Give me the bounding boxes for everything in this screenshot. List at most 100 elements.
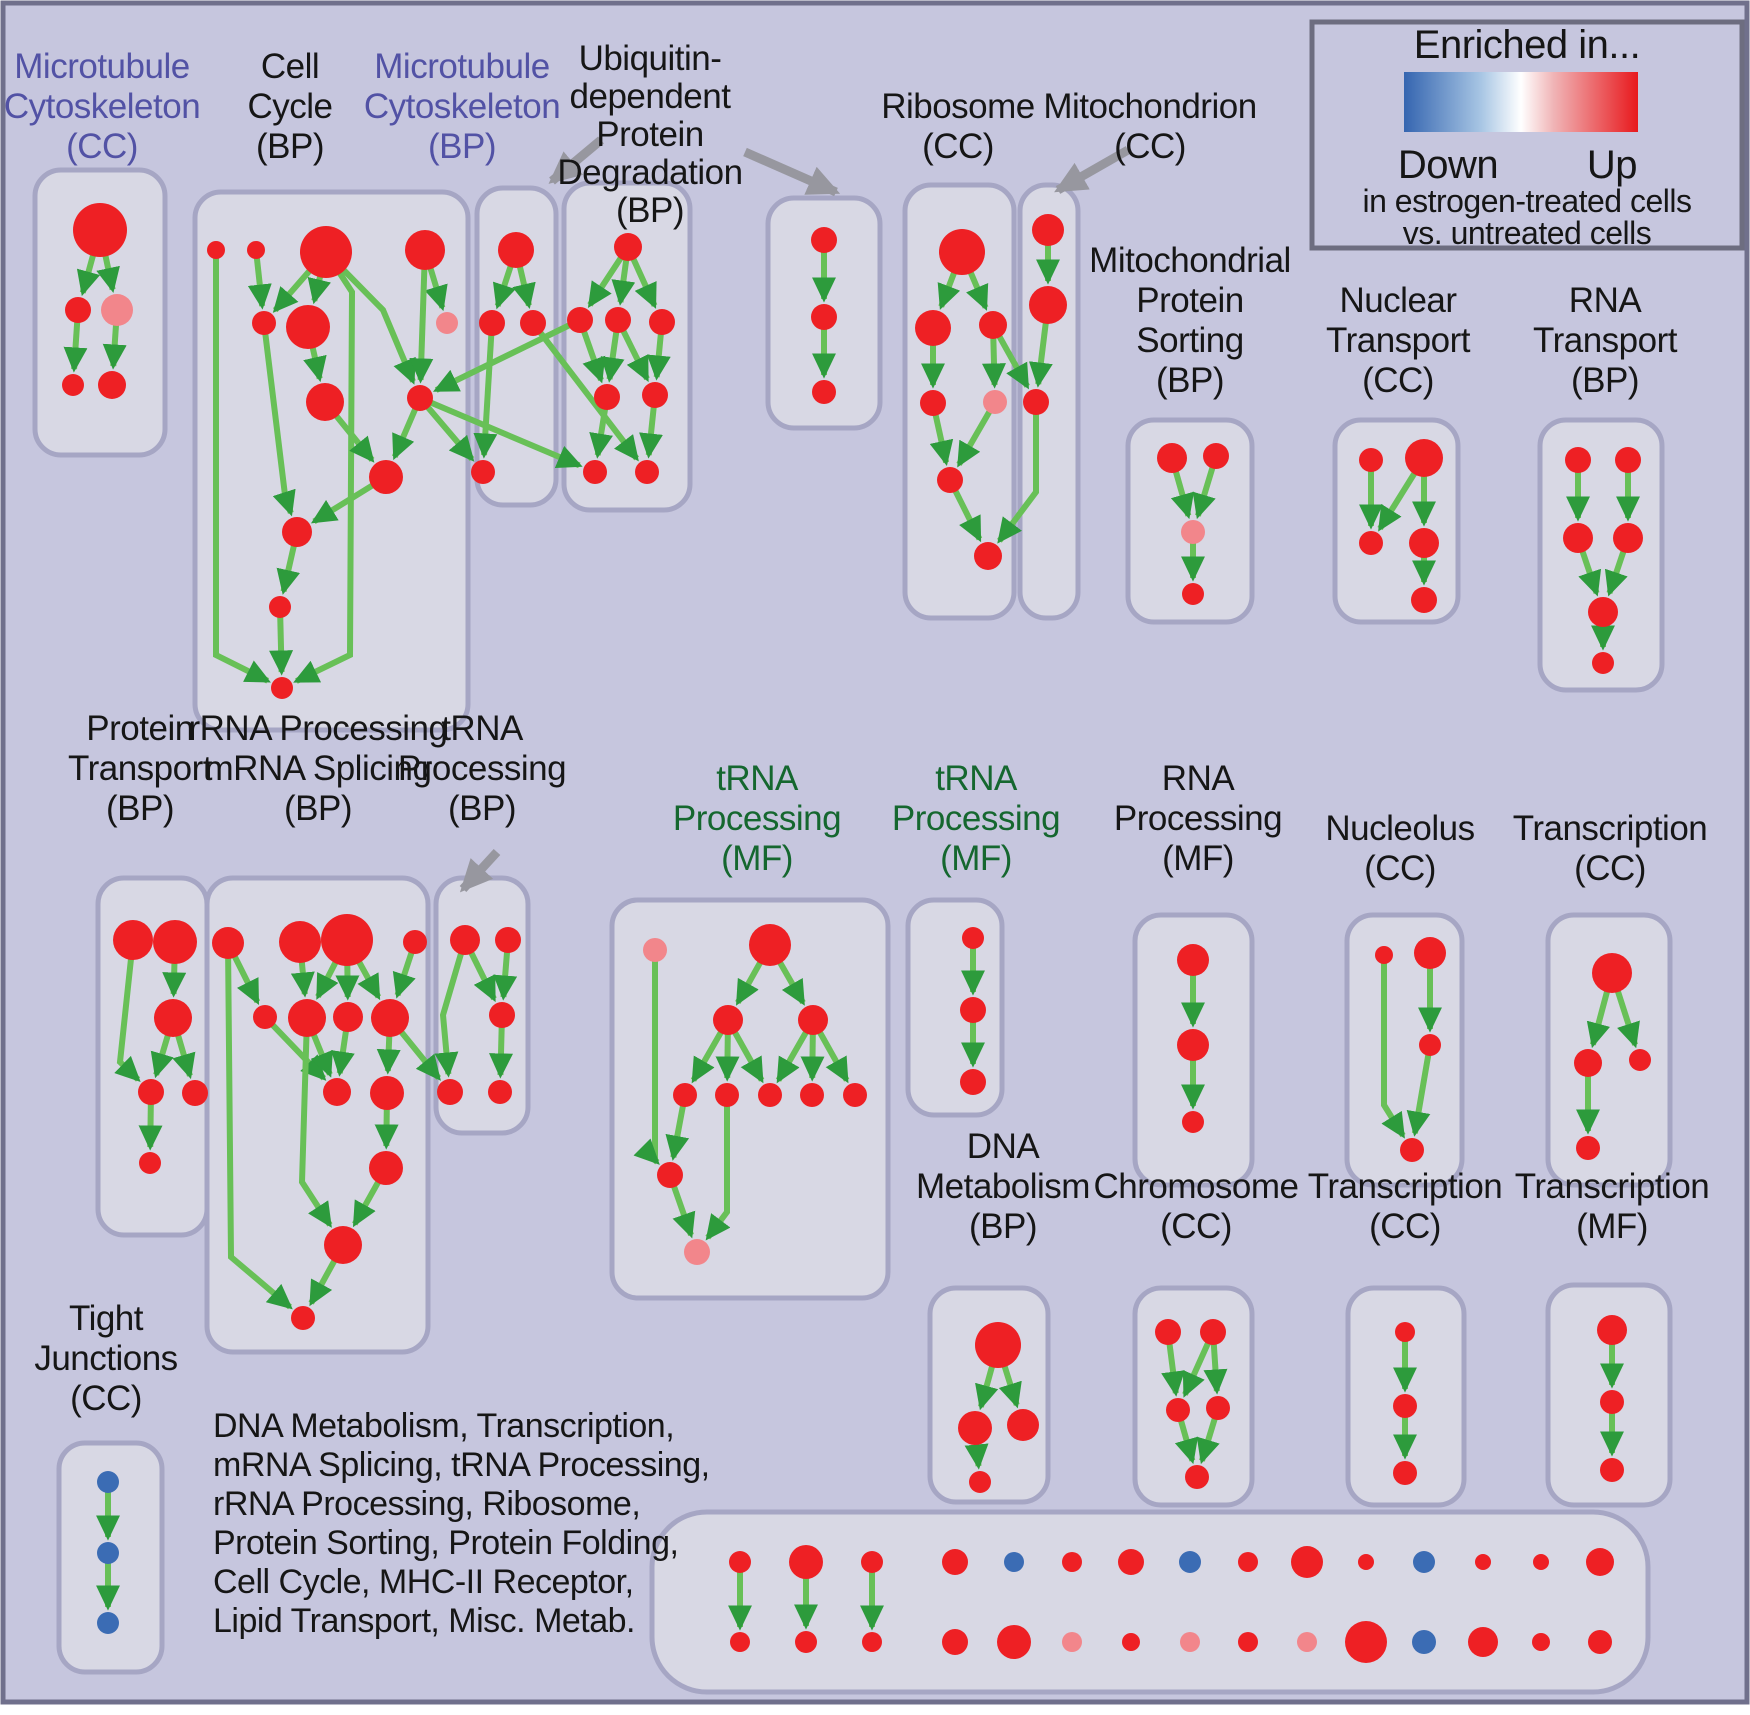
node-b3bot — [471, 460, 495, 484]
cross-edge-ccI-b3bot — [417, 396, 475, 462]
node-b4b2 — [635, 460, 659, 484]
node-m1d — [62, 374, 84, 396]
label-mito-protein-sorting-bp-line-1: Mitochondrial — [1089, 241, 1291, 280]
node-tm7 — [758, 1083, 782, 1107]
node-dn3 — [1007, 1409, 1039, 1441]
node-dn1 — [975, 1322, 1021, 1368]
node-s12b — [1412, 1630, 1436, 1654]
summary-text-line-1: DNA Metabolism, Transcription, — [213, 1407, 674, 1445]
node-rr8 — [371, 999, 409, 1037]
legend-subtitle-line-1: in estrogen-treated cells — [1362, 183, 1691, 219]
node-b4t — [614, 233, 642, 261]
edge-rb5-rb6 — [956, 400, 998, 468]
label-microtubule-cc-line-2: Cytoskeleton — [4, 87, 200, 126]
node-t23 — [1393, 1461, 1417, 1485]
node-s14b — [1532, 1633, 1550, 1651]
cluster-box-trnamf2 — [905, 897, 1005, 1118]
node-tc3 — [1629, 1049, 1651, 1071]
node-t21 — [1395, 1322, 1415, 1342]
node-ms3 — [1181, 520, 1205, 544]
node-nt1 — [1359, 448, 1383, 472]
label-microtubule-cc-line-3: (CC) — [66, 127, 138, 166]
node-nu2 — [1414, 937, 1446, 969]
node-s11t — [1358, 1554, 1374, 1570]
node-tc4 — [1576, 1136, 1600, 1160]
node-ccL — [269, 596, 291, 618]
edge-rr6-rr12 — [298, 1017, 333, 1228]
node-tb2 — [495, 927, 521, 953]
summary-text-line-6: Lipid Transport, Misc. Metab. — [213, 1602, 635, 1640]
label-rna-processing-mf-line-2: Processing — [1114, 799, 1282, 838]
node-dn4 — [969, 1471, 991, 1493]
node-u3 — [812, 380, 836, 404]
cluster-box-rnatrans — [1537, 417, 1665, 693]
summary-text-line-2: mRNA Splicing, tRNA Processing, — [213, 1446, 710, 1484]
label-nuclear-transport-cc-line-3: (CC) — [1362, 361, 1434, 400]
node-pt5 — [182, 1080, 208, 1106]
node-s1t — [729, 1551, 751, 1573]
node-tf2 — [1600, 1390, 1624, 1414]
label-cell-cycle-bp-line-3: (BP) — [256, 127, 324, 166]
node-tm9 — [843, 1083, 867, 1107]
label-rna-processing-mf-line-3: (MF) — [1162, 839, 1234, 878]
node-ccE — [252, 311, 276, 335]
node-s14t — [1533, 1554, 1549, 1570]
label-trna-processing-mf-1-line-1: tRNA — [716, 759, 799, 798]
label-mito-protein-sorting-bp-line-4: (BP) — [1156, 361, 1224, 400]
node-ccI — [407, 385, 433, 411]
label-mitochondrion-cc-line-2: (CC) — [1114, 127, 1186, 166]
arrow-to-trna-bp-box — [459, 848, 501, 893]
node-rr7 — [333, 1002, 363, 1032]
node-tj2 — [97, 1542, 119, 1564]
node-rt5 — [1588, 597, 1618, 627]
node-ms4 — [1182, 583, 1204, 605]
node-b3m2 — [520, 310, 546, 336]
node-tj1 — [97, 1471, 119, 1493]
node-tb3 — [489, 1002, 515, 1028]
node-nt5 — [1411, 587, 1437, 613]
node-rp2 — [1177, 1029, 1209, 1061]
node-m1a — [73, 203, 127, 257]
node-m1e — [98, 371, 126, 399]
node-s4t — [942, 1549, 968, 1575]
edge-nu3-nu4 — [1406, 1044, 1433, 1137]
node-tb5 — [488, 1080, 512, 1104]
node-s3b — [862, 1632, 882, 1652]
node-tm5 — [673, 1083, 697, 1107]
edge-ccE-ccK — [261, 322, 296, 517]
label-rrna-mrna-bp-line-1: rRNA Processing — [189, 709, 448, 748]
nodes-layer — [62, 203, 1651, 1663]
label-transcription-cc-1-line-1: Transcription — [1513, 809, 1708, 848]
node-rr11 — [369, 1151, 403, 1185]
node-u2 — [811, 304, 837, 330]
label-trna-processing-bp-line-1: tRNA — [441, 709, 524, 748]
node-s13t — [1475, 1554, 1491, 1570]
cluster-boxes-layer — [32, 167, 1673, 1695]
node-tc1 — [1592, 953, 1632, 993]
node-rr9 — [323, 1078, 351, 1106]
edge-tb1-tb4 — [434, 939, 468, 1078]
node-rt4 — [1613, 523, 1643, 553]
label-nuclear-transport-cc-line-2: Transport — [1326, 321, 1471, 360]
node-rb1 — [939, 229, 985, 275]
label-cell-cycle-bp-line-1: Cell — [261, 47, 319, 86]
label-chromosome-cc-line-2: (CC) — [1160, 1207, 1232, 1246]
cross-edge-b3m2-b4b2 — [530, 321, 640, 462]
legend-up-label: Up — [1587, 143, 1637, 187]
label-ubiquitin-bp-line-4: Degradation — [557, 153, 742, 192]
node-dn2 — [958, 1411, 992, 1445]
node-rr5 — [253, 1005, 277, 1029]
node-s15b — [1588, 1630, 1612, 1654]
node-s1b — [730, 1632, 750, 1652]
node-rp3 — [1182, 1111, 1204, 1133]
node-rb7 — [974, 542, 1002, 570]
labels-layer: MicrotubuleCytoskeleton(CC)CellCycle(BP)… — [4, 39, 1710, 1640]
label-cell-cycle-bp-line-2: Cycle — [247, 87, 332, 126]
node-s4b — [942, 1629, 968, 1655]
cross-edge-mt3-rb7 — [997, 402, 1039, 544]
node-ccH — [306, 383, 344, 421]
node-b4m2 — [605, 307, 631, 333]
node-s5b — [997, 1625, 1031, 1659]
